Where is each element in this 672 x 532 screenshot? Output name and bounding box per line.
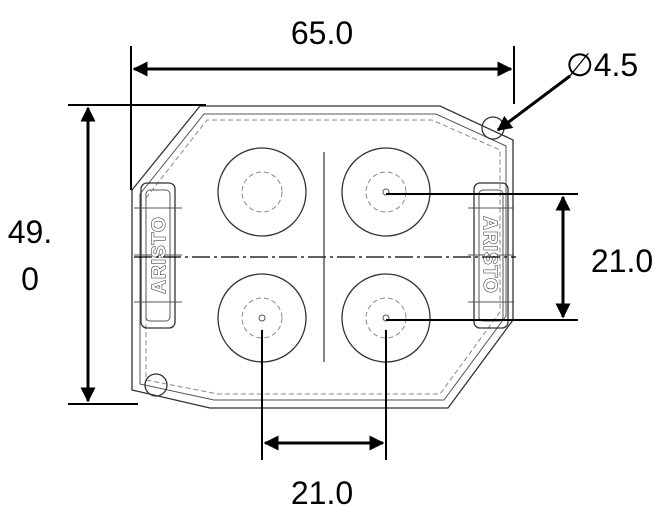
mounting-hole-bottom-left [144,373,168,397]
dimension-width: 65.0 [130,15,515,190]
dimension-horizontal-spacing: 21.0 [261,330,387,511]
dimension-height-label-1: 49. [8,214,52,250]
logo-left: ARISTO [149,216,170,293]
dimension-vertical-spacing: 21.0 [386,193,653,321]
logo-right: ARISTO [479,216,500,293]
right-terminal-strip: ARISTO [468,182,514,329]
left-terminal-strip: ARISTO [134,182,182,329]
dimension-height: 49. 0 [8,104,206,405]
dimension-hole-diameter: ∅4.5 [496,47,638,132]
dimension-horizontal-spacing-label: 21.0 [291,475,353,511]
gland-top-left [217,147,307,237]
dimension-hole-diameter-label: ∅4.5 [566,47,638,83]
dimension-width-label: 65.0 [291,15,353,51]
gland-top-right [341,147,431,237]
dimension-height-label-2: 0 [21,261,39,297]
center-lines [134,152,516,362]
dimension-vertical-spacing-label: 21.0 [591,243,653,279]
